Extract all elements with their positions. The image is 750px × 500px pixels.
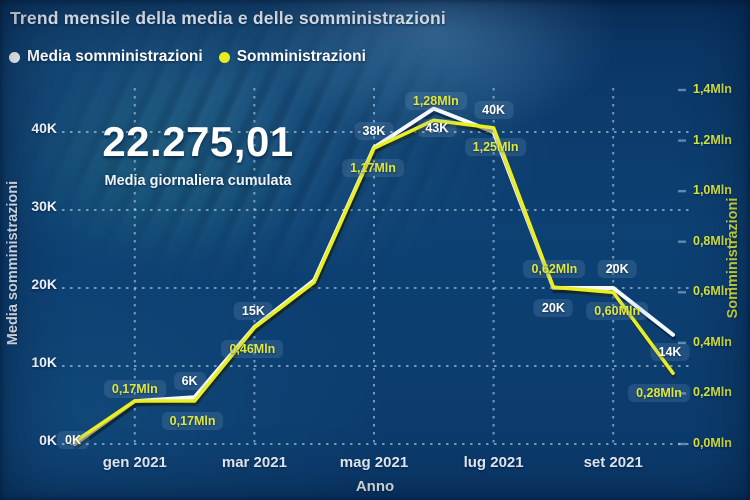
data-label: 14K	[650, 342, 690, 361]
y-axis-tick-right: 0,6Mln	[693, 284, 732, 299]
x-axis-tick: mag 2021	[339, 454, 409, 471]
x-axis-tick: mar 2021	[221, 454, 287, 471]
data-label: 0,17Mln	[103, 380, 166, 398]
data-label: 0K	[57, 431, 89, 449]
y-axis-tick-left: 30K	[31, 198, 57, 214]
data-label: 1,17Mln	[342, 159, 404, 178]
x-axis-tick: lug 2021	[463, 454, 524, 471]
data-label: 38K	[354, 121, 394, 140]
stat-value: 22.275,01	[102, 118, 294, 165]
y-axis-tick-right: 0,0Mln	[693, 436, 732, 450]
data-label: 0,62Mln	[523, 260, 586, 279]
y-axis-tick-right: 0,4Mln	[693, 334, 732, 349]
right-axis-tick-mark	[678, 139, 686, 142]
right-axis-tick-mark	[678, 392, 686, 395]
y-axis-tick-right: 1,4Mln	[693, 81, 732, 96]
data-label: 40K	[474, 101, 514, 119]
series-line-somministrazioni	[73, 118, 675, 444]
data-label: 20K	[533, 299, 573, 317]
right-axis-tick-mark	[678, 291, 686, 294]
data-label: 20K	[597, 260, 637, 278]
legend-item-somministrazioni: Somministrazioni	[218, 48, 366, 66]
data-label: 1,25Mln	[464, 137, 527, 156]
legend-label-media: Media somministrazioni	[27, 48, 203, 65]
right-axis-tick-mark	[678, 442, 686, 446]
chart-legend: Media somministrazioni Somministrazioni	[9, 48, 366, 66]
y-axis-tick-left: 10K	[31, 354, 57, 370]
y-axis-tick-left: 40K	[31, 120, 57, 136]
y-axis-tick-right: 0,8Mln	[693, 233, 732, 248]
data-label: 0,46Mln	[221, 339, 284, 358]
legend-dot-media-icon	[9, 51, 20, 63]
right-axis-title: Somministrazioni	[725, 197, 741, 319]
y-axis-tick-right: 1,0Mln	[693, 183, 732, 198]
y-axis-tick-left: 20K	[31, 276, 57, 292]
stat-callout: 22.275,01 Media giornaliera cumulata	[92, 118, 304, 189]
series-line-shadow	[74, 121, 677, 447]
data-label: 0,17Mln	[161, 412, 224, 430]
right-axis-tick-mark	[678, 240, 686, 243]
x-axis-tick: gen 2021	[102, 454, 167, 471]
data-label: 0,28Mln	[628, 384, 690, 403]
y-axis-tick-right: 0,2Mln	[693, 385, 732, 400]
left-axis-title: Media somministrazioni	[5, 180, 21, 346]
data-label: 15K	[233, 302, 273, 320]
x-axis-title: Anno	[355, 478, 395, 495]
background-texture	[0, 0, 560, 360]
data-label: 0,60Mln	[586, 302, 649, 321]
x-axis-tick: set 2021	[583, 454, 643, 471]
data-label: 1,28Mln	[404, 92, 467, 111]
y-axis-tick-left: 0K	[39, 432, 57, 448]
right-axis-tick-mark	[678, 88, 686, 92]
data-label: 6K	[173, 372, 206, 391]
y-axis-tick-right: 1,2Mln	[693, 132, 732, 147]
legend-dot-somministrazioni-icon	[218, 51, 230, 63]
legend-label-somministrazioni: Somministrazioni	[236, 48, 366, 65]
data-label: 43K	[417, 118, 457, 137]
legend-item-media: Media somministrazioni	[9, 48, 203, 66]
right-axis-tick-mark	[678, 341, 686, 345]
right-axis-tick-mark	[678, 189, 686, 193]
page-title: Trend mensile della media e delle sommin…	[10, 8, 446, 28]
stat-caption: Media giornaliera cumulata	[104, 173, 292, 189]
